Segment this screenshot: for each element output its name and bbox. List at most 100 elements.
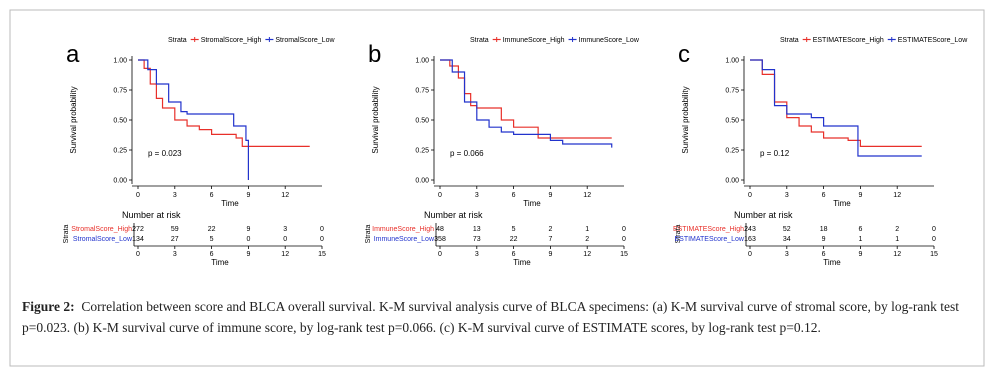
risk-count: 18 [820,226,828,233]
risk-count: 6 [858,226,862,233]
risk-count: 0 [622,226,626,233]
risk-count: 52 [783,226,791,233]
x-tick-label: 0 [136,192,140,199]
risk-count: 2 [548,226,552,233]
y-tick-label: 0.25 [725,148,739,155]
survival-curve [440,59,613,148]
risk-count: 163 [744,236,756,243]
y-tick-label: 0.50 [725,118,739,125]
risk-table-ylabel: Strata [365,225,372,244]
x-tick-label: 9 [548,192,552,199]
legend-title: Strata [780,37,799,44]
risk-count: 13 [473,226,481,233]
risk-count: 0 [246,236,250,243]
legend-swatch-cross [494,37,500,42]
legend-label: ESTIMATEScore_Low [898,37,968,44]
risk-count: 358 [434,236,446,243]
legend-swatch-cross [266,37,272,42]
y-tick-label: 0.50 [415,118,429,125]
risk-count: 0 [932,236,936,243]
legend-label: StromalScore_High [201,37,262,44]
risk-x-tick-label: 6 [210,251,214,258]
legend-swatch-cross [192,37,198,42]
legend-label: ESTIMATEScore_High [813,37,884,44]
y-tick-label: 0.75 [725,88,739,95]
x-tick-label: 0 [438,192,442,199]
legend-swatch-cross [804,37,810,42]
survival-curve [750,59,922,157]
risk-x-tick-label: 3 [785,251,789,258]
risk-x-tick-label: 3 [173,251,177,258]
risk-table-ylabel: Strata [63,225,70,244]
risk-x-tick-label: 0 [136,251,140,258]
risk-row-label: StromalScore_Low [73,236,133,243]
risk-count: 272 [132,226,144,233]
caption-text: Correlation between score and BLCA overa… [22,299,960,335]
risk-count: 34 [783,236,791,243]
x-axis-label: Time [221,199,239,208]
risk-count: 59 [171,226,179,233]
legend-title: Strata [470,37,489,44]
y-tick-label: 1.00 [725,58,739,65]
x-tick-label: 12 [583,192,591,199]
risk-x-tick-label: 0 [748,251,752,258]
risk-x-axis-label: Time [823,258,841,267]
risk-count: 1 [858,236,862,243]
p-value: p = 0.066 [450,149,484,158]
x-tick-label: 12 [281,192,289,199]
y-tick-label: 0.25 [113,148,127,155]
x-tick-label: 3 [475,192,479,199]
risk-x-tick-label: 15 [318,251,326,258]
risk-x-tick-label: 12 [281,251,289,258]
risk-row-label: ImmuneScore_Low [374,236,435,243]
risk-x-tick-label: 0 [438,251,442,258]
risk-count: 1 [895,236,899,243]
p-value: p = 0.12 [760,149,790,158]
risk-x-tick-label: 15 [620,251,628,258]
risk-x-tick-label: 6 [512,251,516,258]
risk-count: 48 [436,226,444,233]
panel-label: b [368,41,381,68]
risk-count: 1 [585,226,589,233]
risk-table-title: Number at risk [122,210,181,220]
risk-table-title: Number at risk [424,210,483,220]
risk-count: 0 [320,226,324,233]
x-axis-label: Time [833,199,851,208]
risk-x-tick-label: 12 [893,251,901,258]
x-tick-label: 3 [173,192,177,199]
survival-curve [440,59,612,139]
survival-curve [750,59,922,147]
legend-label: ImmuneScore_Low [579,37,640,44]
y-axis-label: Survival probability [681,86,690,153]
caption-label: Figure 2: [22,299,75,314]
legend-swatch-cross [889,37,895,42]
x-tick-label: 6 [822,192,826,199]
risk-count: 7 [548,236,552,243]
y-axis-label: Survival probability [371,86,380,153]
y-axis-label: Survival probability [69,86,78,153]
risk-count: 9 [246,226,250,233]
y-tick-label: 0.75 [113,88,127,95]
risk-count: 2 [895,226,899,233]
x-tick-label: 0 [748,192,752,199]
panel-label: a [66,41,80,68]
risk-table-ylabel: Strata [675,225,682,244]
risk-count: 3 [283,226,287,233]
x-tick-label: 6 [210,192,214,199]
legend-label: StromalScore_Low [275,37,335,44]
risk-row-label: ImmuneScore_High [372,226,434,233]
legend-title: Strata [168,37,187,44]
risk-count: 0 [320,236,324,243]
risk-x-tick-label: 3 [475,251,479,258]
y-tick-label: 1.00 [113,58,127,65]
risk-row-label: ESTIMATEScore_Low [674,236,744,243]
survival-curve [138,59,249,180]
caption: Figure 2: Correlation between score and … [22,296,972,338]
risk-row-label: StromalScore_High [71,226,132,233]
risk-count: 0 [932,226,936,233]
legend-swatch-cross [570,37,576,42]
y-tick-label: 1.00 [415,58,429,65]
risk-x-axis-label: Time [513,258,531,267]
x-tick-label: 3 [785,192,789,199]
